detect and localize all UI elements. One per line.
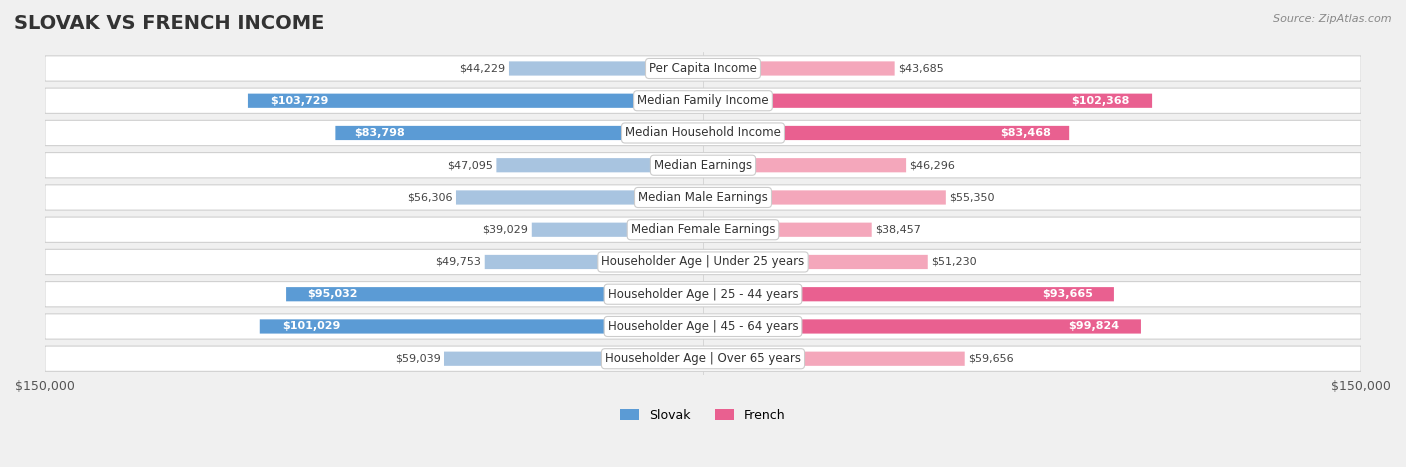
FancyBboxPatch shape — [45, 153, 1361, 178]
Text: $55,350: $55,350 — [949, 192, 994, 203]
FancyBboxPatch shape — [703, 126, 1069, 140]
Text: $47,095: $47,095 — [447, 160, 494, 170]
FancyBboxPatch shape — [45, 185, 1361, 210]
Text: $102,368: $102,368 — [1071, 96, 1129, 106]
FancyBboxPatch shape — [496, 158, 703, 172]
Text: $93,665: $93,665 — [1042, 289, 1094, 299]
Text: Median Male Earnings: Median Male Earnings — [638, 191, 768, 204]
Text: Householder Age | 25 - 44 years: Householder Age | 25 - 44 years — [607, 288, 799, 301]
Text: Per Capita Income: Per Capita Income — [650, 62, 756, 75]
Text: $49,753: $49,753 — [436, 257, 481, 267]
FancyBboxPatch shape — [444, 352, 703, 366]
FancyBboxPatch shape — [703, 287, 1114, 301]
FancyBboxPatch shape — [45, 314, 1361, 339]
Text: $38,457: $38,457 — [875, 225, 921, 235]
Text: $44,229: $44,229 — [460, 64, 506, 73]
FancyBboxPatch shape — [703, 352, 965, 366]
Text: $59,039: $59,039 — [395, 354, 440, 364]
Text: Median Family Income: Median Family Income — [637, 94, 769, 107]
Text: SLOVAK VS FRENCH INCOME: SLOVAK VS FRENCH INCOME — [14, 14, 325, 33]
Text: $99,824: $99,824 — [1069, 321, 1119, 332]
Text: $39,029: $39,029 — [482, 225, 529, 235]
Text: $51,230: $51,230 — [931, 257, 977, 267]
FancyBboxPatch shape — [703, 158, 905, 172]
Text: Median Household Income: Median Household Income — [626, 127, 780, 140]
Text: Median Female Earnings: Median Female Earnings — [631, 223, 775, 236]
FancyBboxPatch shape — [260, 319, 703, 333]
FancyBboxPatch shape — [336, 126, 703, 140]
Legend: Slovak, French: Slovak, French — [616, 403, 790, 427]
Text: $95,032: $95,032 — [307, 289, 357, 299]
FancyBboxPatch shape — [703, 93, 1152, 108]
Text: Householder Age | 45 - 64 years: Householder Age | 45 - 64 years — [607, 320, 799, 333]
Text: Householder Age | Over 65 years: Householder Age | Over 65 years — [605, 352, 801, 365]
Text: Source: ZipAtlas.com: Source: ZipAtlas.com — [1274, 14, 1392, 24]
Text: $83,798: $83,798 — [354, 128, 405, 138]
Text: $56,306: $56,306 — [408, 192, 453, 203]
FancyBboxPatch shape — [45, 56, 1361, 81]
FancyBboxPatch shape — [45, 217, 1361, 242]
FancyBboxPatch shape — [45, 282, 1361, 307]
FancyBboxPatch shape — [703, 255, 928, 269]
FancyBboxPatch shape — [285, 287, 703, 301]
Text: $59,656: $59,656 — [967, 354, 1014, 364]
FancyBboxPatch shape — [45, 249, 1361, 275]
FancyBboxPatch shape — [703, 319, 1140, 333]
FancyBboxPatch shape — [703, 61, 894, 76]
Text: $101,029: $101,029 — [283, 321, 340, 332]
FancyBboxPatch shape — [45, 120, 1361, 146]
Text: $83,468: $83,468 — [1000, 128, 1050, 138]
Text: $46,296: $46,296 — [910, 160, 955, 170]
Text: Median Earnings: Median Earnings — [654, 159, 752, 172]
FancyBboxPatch shape — [45, 346, 1361, 371]
FancyBboxPatch shape — [45, 88, 1361, 113]
FancyBboxPatch shape — [456, 191, 703, 205]
Text: $43,685: $43,685 — [898, 64, 943, 73]
Text: Householder Age | Under 25 years: Householder Age | Under 25 years — [602, 255, 804, 269]
Text: $103,729: $103,729 — [271, 96, 329, 106]
FancyBboxPatch shape — [703, 191, 946, 205]
FancyBboxPatch shape — [509, 61, 703, 76]
FancyBboxPatch shape — [485, 255, 703, 269]
FancyBboxPatch shape — [247, 93, 703, 108]
FancyBboxPatch shape — [703, 223, 872, 237]
FancyBboxPatch shape — [531, 223, 703, 237]
